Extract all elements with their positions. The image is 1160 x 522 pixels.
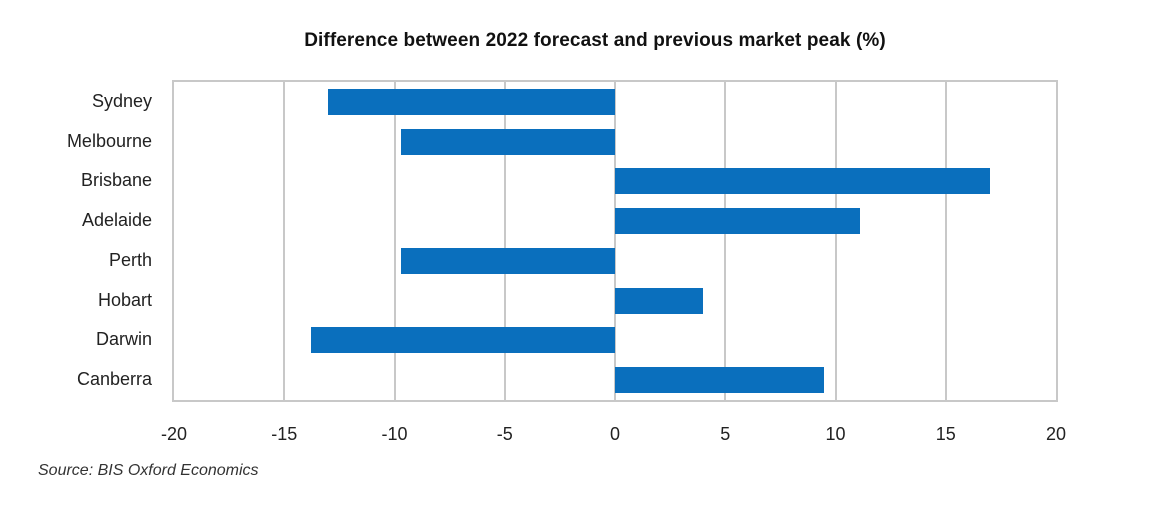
x-tick-label: 20 [1045,424,1067,444]
category-label: Canberra [76,369,152,390]
bar-adelaide [615,208,860,235]
x-tick-label: 5 [720,424,731,444]
source-note: Source: BIS Oxford Economics [38,462,259,479]
category-label: Darwin [95,329,152,350]
gridline [944,82,947,400]
bar-brisbane [615,168,990,195]
x-tick-label: -20 [160,424,187,444]
bar-hobart [615,287,704,314]
gridline [393,82,396,400]
plot-area [172,80,1058,402]
category-label: Melbourne [66,130,152,151]
gridline [834,82,837,400]
category-label: Perth [108,249,152,270]
bar-darwin [310,327,615,354]
category-label: Hobart [97,289,152,310]
bar-sydney [328,88,615,115]
category-label: Adelaide [81,210,152,231]
x-tick-label: 0 [609,424,620,444]
bar-melbourne [401,128,615,155]
chart-title: Difference between 2022 forecast and pre… [304,30,886,51]
gridline [614,82,616,400]
bar-canberra [615,367,825,394]
x-tick-label: -5 [496,424,513,444]
bar-perth [401,247,615,274]
category-label: Sydney [91,90,152,111]
x-tick-label: 15 [935,424,956,444]
x-tick-label: -10 [381,424,408,444]
x-tick-label: 10 [825,424,846,444]
gridline [503,82,506,400]
x-tick-label: -15 [271,424,298,444]
gridline [724,82,727,400]
gridline [283,82,286,400]
category-label: Brisbane [80,170,152,191]
